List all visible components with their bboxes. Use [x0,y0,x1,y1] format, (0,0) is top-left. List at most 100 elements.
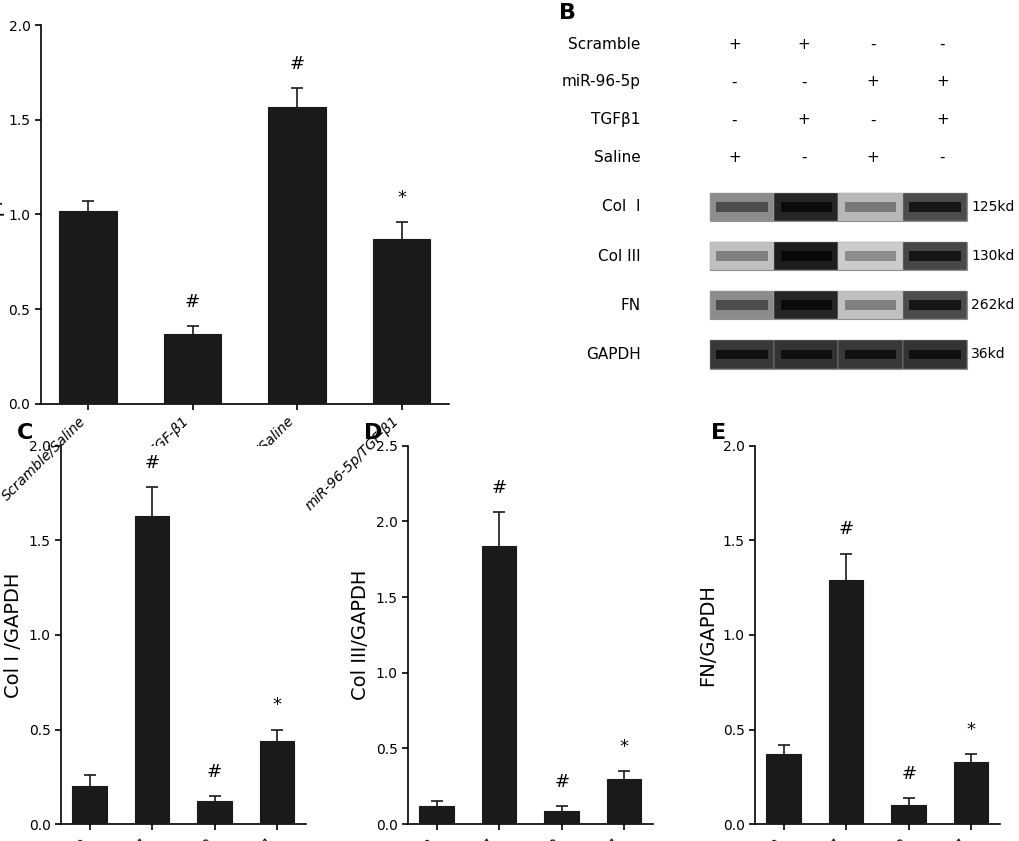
FancyBboxPatch shape [838,291,902,320]
Text: 125kd: 125kd [970,200,1014,214]
FancyBboxPatch shape [709,242,966,270]
Text: #: # [289,55,305,72]
Text: +: + [866,75,878,89]
Text: #: # [207,763,222,780]
FancyBboxPatch shape [709,242,773,270]
Text: -: - [731,75,737,89]
Text: -: - [869,37,875,51]
FancyBboxPatch shape [715,202,767,212]
Text: +: + [728,37,740,51]
Bar [481,546,516,824]
FancyBboxPatch shape [780,300,832,310]
FancyBboxPatch shape [709,193,773,221]
Text: 36kd: 36kd [970,347,1005,362]
Text: E: E [710,423,726,443]
FancyBboxPatch shape [902,242,966,270]
Bar [268,107,325,404]
FancyBboxPatch shape [773,242,838,270]
Text: #: # [900,764,915,782]
FancyBboxPatch shape [715,350,767,359]
Text: +: + [728,151,740,165]
Text: -: - [938,151,945,165]
Bar [419,806,453,824]
Bar [164,334,221,404]
Text: D: D [364,423,382,443]
Text: +: + [866,151,878,165]
Text: *: * [272,696,281,715]
FancyBboxPatch shape [838,341,902,368]
Bar [135,516,169,824]
FancyBboxPatch shape [844,202,896,212]
FancyBboxPatch shape [902,291,966,320]
Text: TGFβ1: TGFβ1 [591,113,640,127]
Bar [544,811,579,824]
Text: -: - [869,113,875,127]
FancyBboxPatch shape [709,193,966,221]
Text: -: - [938,37,945,51]
FancyBboxPatch shape [715,251,767,261]
FancyBboxPatch shape [844,300,896,310]
Text: Col III: Col III [597,249,640,263]
Bar [59,211,117,404]
FancyBboxPatch shape [838,242,902,270]
Text: miR-96-5p: miR-96-5p [561,75,640,89]
FancyBboxPatch shape [773,193,838,221]
Text: Scramble: Scramble [568,37,640,51]
FancyBboxPatch shape [844,350,896,359]
Text: -: - [731,113,737,127]
Y-axis label: miR-96-5p/GAPDH: miR-96-5p/GAPDH [0,126,3,303]
FancyBboxPatch shape [908,202,960,212]
Text: C: C [17,423,34,443]
FancyBboxPatch shape [709,291,773,320]
Y-axis label: Col I /GAPDH: Col I /GAPDH [4,572,23,698]
Text: -: - [800,151,806,165]
Text: B: B [558,3,576,23]
Text: #: # [491,479,506,497]
Bar [198,801,231,824]
Text: #: # [553,773,569,791]
Text: 130kd: 130kd [970,249,1014,263]
Text: *: * [966,721,975,739]
FancyBboxPatch shape [780,251,832,261]
FancyBboxPatch shape [908,300,960,310]
Bar [72,786,107,824]
Text: GAPDH: GAPDH [585,347,640,362]
Bar [953,762,987,824]
FancyBboxPatch shape [709,341,773,368]
FancyBboxPatch shape [773,341,838,368]
Bar [828,580,862,824]
Text: +: + [797,37,809,51]
Text: Col  I: Col I [601,199,640,214]
FancyBboxPatch shape [709,291,966,320]
FancyBboxPatch shape [715,300,767,310]
FancyBboxPatch shape [780,202,832,212]
FancyBboxPatch shape [908,350,960,359]
FancyBboxPatch shape [780,350,832,359]
Bar [891,806,925,824]
Text: +: + [797,113,809,127]
Text: *: * [396,189,406,207]
FancyBboxPatch shape [908,251,960,261]
Text: +: + [935,113,948,127]
Y-axis label: Col III/GAPDH: Col III/GAPDH [351,569,370,701]
Text: -: - [800,75,806,89]
Text: FN: FN [620,298,640,313]
Text: *: * [620,738,628,756]
FancyBboxPatch shape [844,251,896,261]
Text: #: # [145,454,160,473]
FancyBboxPatch shape [902,341,966,368]
Text: #: # [838,521,853,538]
Bar [260,741,294,824]
Y-axis label: FN/GAPDH: FN/GAPDH [698,584,716,686]
Text: Saline: Saline [593,151,640,165]
FancyBboxPatch shape [709,341,966,368]
Text: #: # [184,293,200,311]
Bar [765,754,800,824]
Text: +: + [935,75,948,89]
FancyBboxPatch shape [773,291,838,320]
Text: 262kd: 262kd [970,299,1014,312]
Bar [372,239,430,404]
FancyBboxPatch shape [902,193,966,221]
Bar [606,779,641,824]
FancyBboxPatch shape [838,193,902,221]
